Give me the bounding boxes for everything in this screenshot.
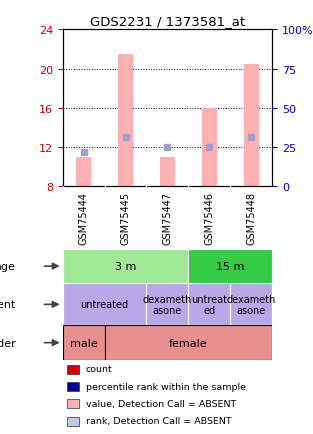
Bar [202,108,217,187]
Text: untreat
ed: untreat ed [191,294,228,316]
Text: 3 m: 3 m [115,262,136,271]
Title: GDS2231 / 1373581_at: GDS2231 / 1373581_at [90,15,245,28]
Bar [244,65,259,187]
Text: dexameth
asone: dexameth asone [227,294,276,316]
Text: agent: agent [0,300,16,309]
Text: age: age [0,262,16,271]
Bar [188,284,230,326]
Text: percentile rank within the sample: percentile rank within the sample [86,382,246,391]
Text: gender: gender [0,338,16,348]
Text: GSM75446: GSM75446 [204,192,214,244]
Text: GSM75447: GSM75447 [162,192,172,245]
Bar [160,157,175,187]
Text: GSM75445: GSM75445 [121,192,131,245]
Bar [63,284,146,326]
Bar [67,399,80,408]
Bar [76,157,91,187]
Bar [188,249,272,284]
Text: female: female [169,338,208,348]
Bar [67,382,80,391]
Text: untreated: untreated [80,300,129,309]
Bar [105,326,272,360]
Bar [63,249,188,284]
Bar [230,284,272,326]
Bar [118,55,133,187]
Text: value, Detection Call = ABSENT: value, Detection Call = ABSENT [86,399,236,408]
Bar [67,365,80,374]
Text: count: count [86,365,112,373]
Bar [67,417,80,426]
Bar [63,326,105,360]
Bar [146,284,188,326]
Text: GSM75448: GSM75448 [246,192,256,244]
Text: 15 m: 15 m [216,262,244,271]
Text: GSM75444: GSM75444 [79,192,89,244]
Text: rank, Detection Call = ABSENT: rank, Detection Call = ABSENT [86,417,231,425]
Text: dexameth
asone: dexameth asone [143,294,192,316]
Text: male: male [70,338,97,348]
